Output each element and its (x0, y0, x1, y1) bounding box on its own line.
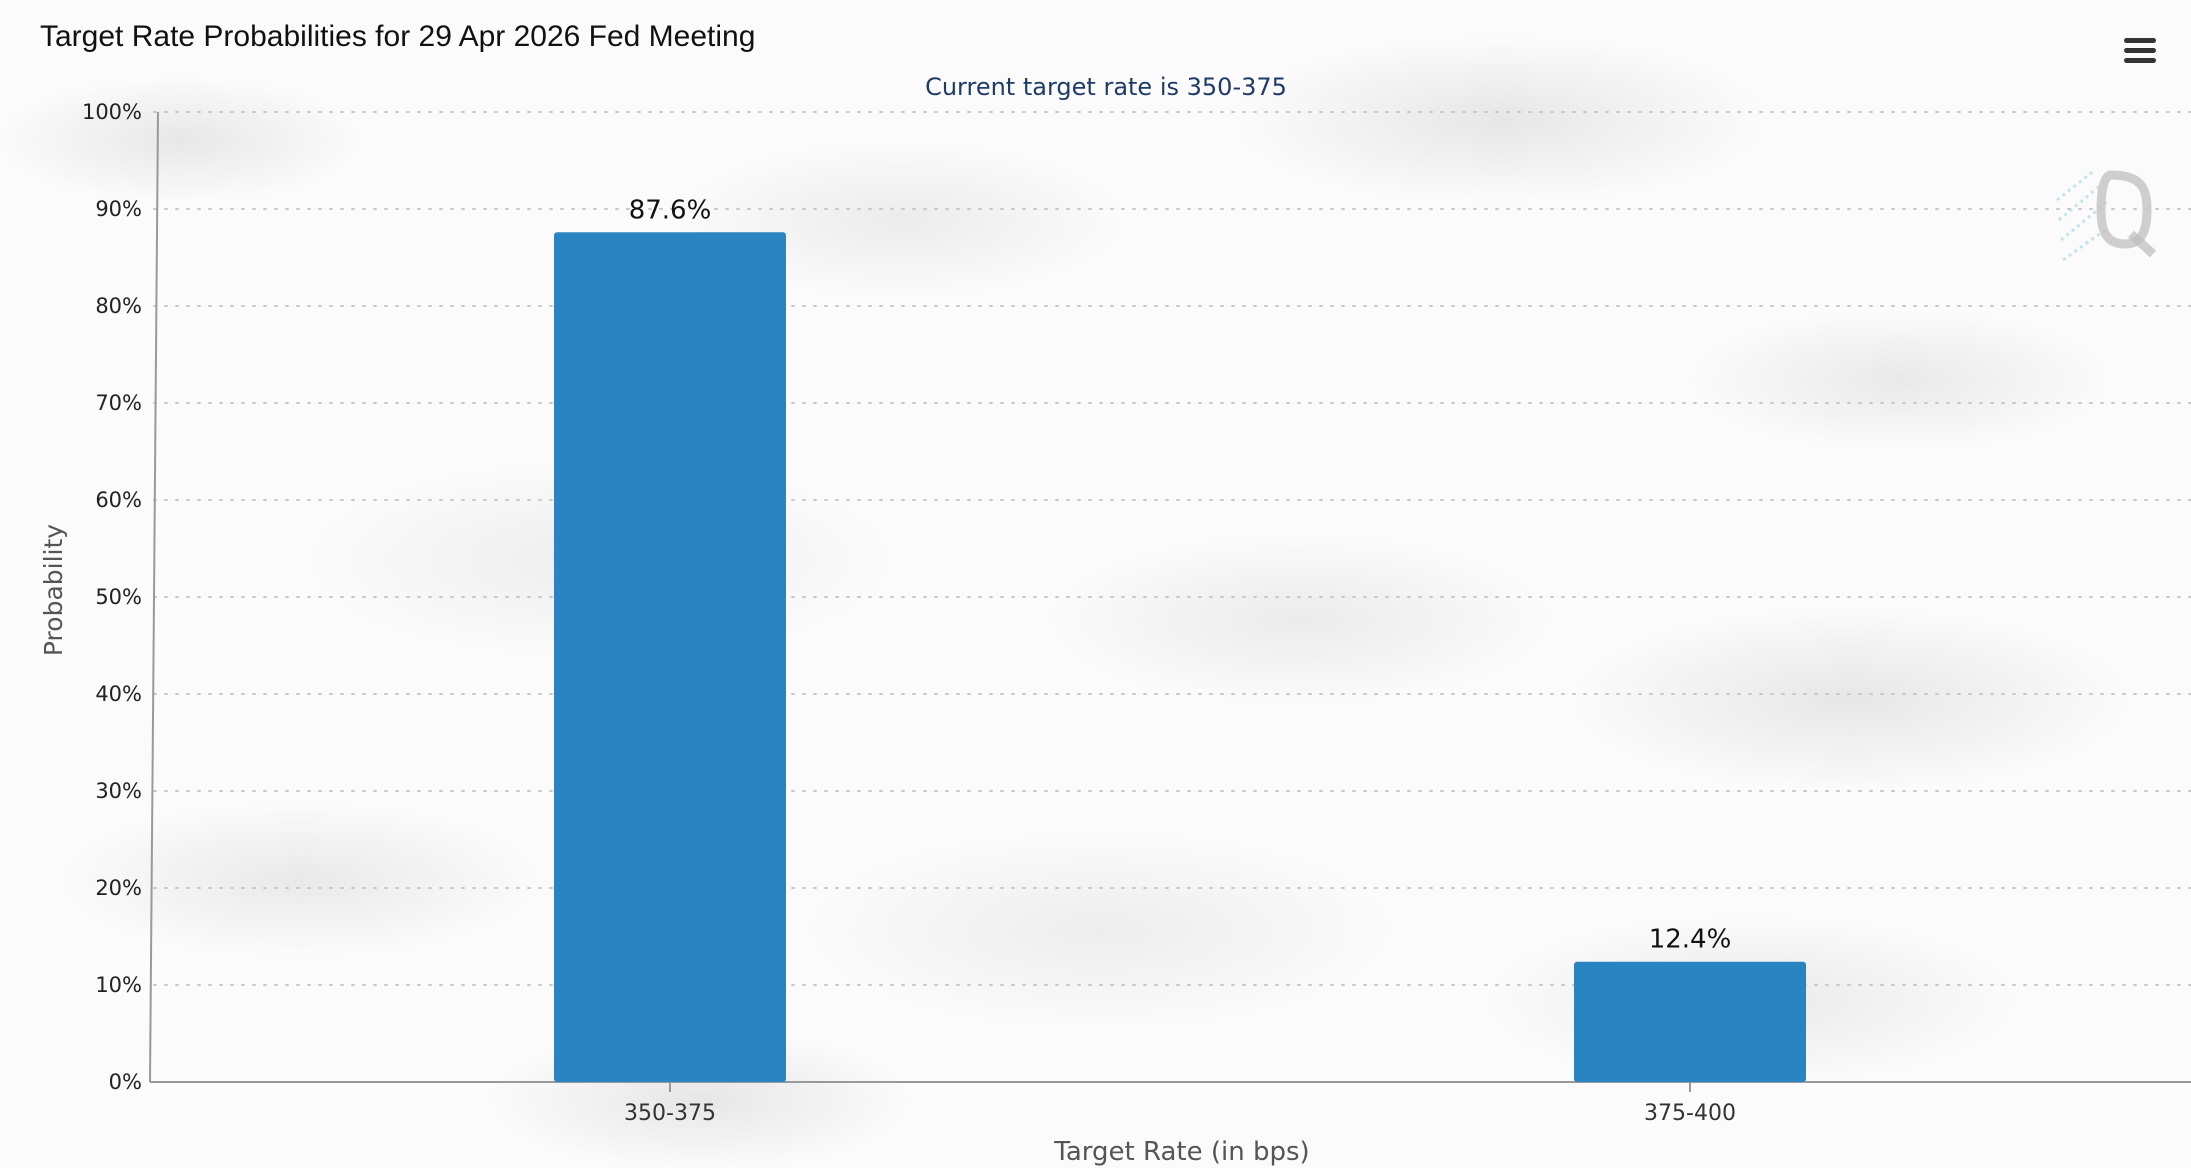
q-logo-icon (2056, 168, 2157, 262)
axes (149, 111, 2191, 1083)
y-tick-label: 70% (95, 391, 142, 415)
y-tick-label: 50% (95, 585, 142, 609)
bar (554, 232, 786, 1082)
data-label: 87.6% (629, 195, 712, 225)
menu-line (2124, 38, 2156, 43)
hamburger-menu-icon[interactable] (2122, 36, 2158, 66)
bars: 87.6% 12.4% (554, 195, 1806, 1082)
y-tick-label: 100% (82, 100, 142, 124)
data-label: 12.4% (1649, 925, 1732, 955)
bar (1574, 961, 1806, 1082)
y-tick-label: 60% (95, 488, 142, 512)
x-axis-label: Target Rate (in bps) (1053, 1137, 1309, 1167)
y-tick-label: 40% (95, 682, 142, 706)
menu-line (2124, 58, 2156, 63)
y-tick-label: 90% (95, 197, 142, 221)
gridlines (153, 111, 2191, 986)
x-tick-label: 350-375 (624, 1101, 716, 1126)
menu-line (2124, 48, 2156, 53)
y-axis-label: Probability (39, 524, 68, 656)
y-tick-label: 20% (95, 876, 142, 900)
chart-title: Target Rate Probabilities for 29 Apr 202… (40, 20, 756, 53)
y-tick-labels: 0% 10% 20% 30% 40% 50% 60% 70% 80% 90% 100% (82, 100, 142, 1094)
y-tick-label: 10% (95, 973, 142, 997)
y-tick-label: 80% (95, 294, 142, 318)
y-axis-line (149, 111, 159, 1083)
y-tick-label: 0% (109, 1070, 142, 1094)
x-tick-labels: 350-375 375-400 (624, 1082, 1736, 1126)
chart-subtitle: Current target rate is 350-375 (925, 73, 1287, 101)
x-tick-label: 375-400 (1644, 1101, 1736, 1126)
y-tick-label: 30% (95, 779, 142, 803)
